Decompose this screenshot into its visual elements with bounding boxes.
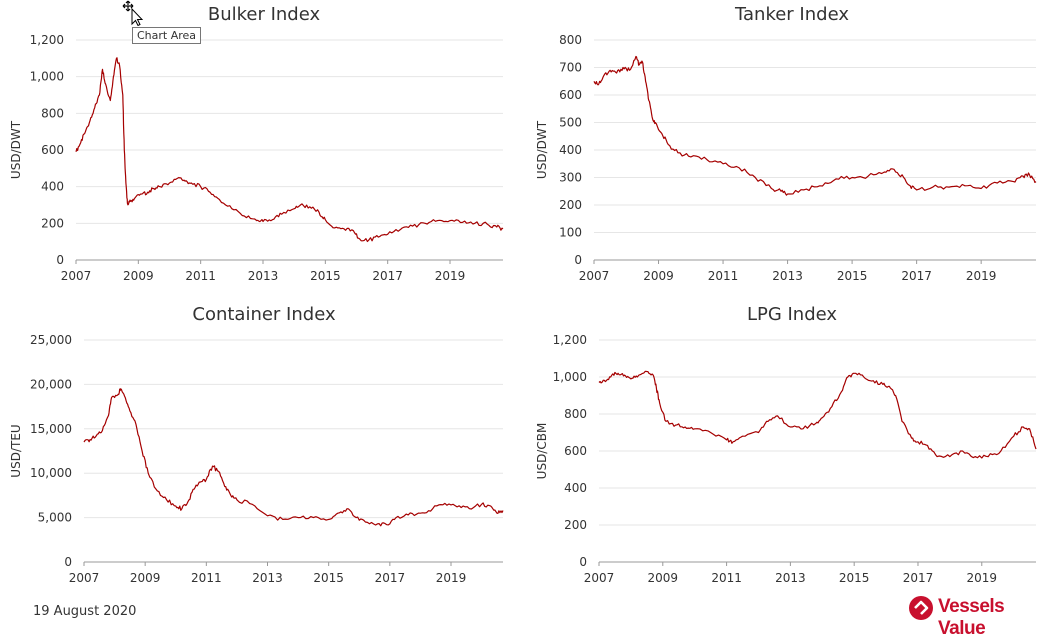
chart-title: Container Index [192, 304, 336, 325]
series-line [598, 370, 1037, 459]
y-tick-label: 10,000 [30, 466, 72, 480]
series-line [75, 57, 504, 243]
series-line [593, 55, 1037, 196]
x-tick-label: 2015 [839, 571, 870, 585]
logo-text: Vessels Value [938, 596, 1005, 639]
x-tick-label: 2017 [372, 269, 403, 283]
y-tick-label: 1,000 [30, 70, 64, 84]
y-tick-label: 800 [559, 33, 582, 47]
x-tick-label: 2013 [772, 269, 803, 283]
y-tick-label: 0 [56, 253, 64, 267]
x-tick-label: 2017 [375, 571, 406, 585]
y-tick-label: 15,000 [30, 422, 72, 436]
y-tick-label: 200 [41, 216, 64, 230]
y-tick-label: 600 [564, 444, 587, 458]
x-tick-label: 2011 [711, 571, 742, 585]
move-cursor-icon [122, 0, 144, 26]
x-tick-label: 2013 [775, 571, 806, 585]
y-tick-label: 400 [41, 180, 64, 194]
y-tick-label: 1,200 [30, 33, 64, 47]
y-tick-label: 5,000 [38, 511, 72, 525]
x-tick-label: 2007 [61, 269, 92, 283]
x-tick-label: 2019 [967, 571, 998, 585]
series-line [83, 388, 504, 527]
y-tick-label: 600 [41, 143, 64, 157]
x-tick-label: 2015 [313, 571, 344, 585]
x-tick-label: 2011 [185, 269, 216, 283]
y-tick-label: 800 [564, 407, 587, 421]
x-tick-label: 2013 [252, 571, 283, 585]
x-tick-label: 2009 [648, 571, 679, 585]
x-tick-label: 2007 [69, 571, 100, 585]
y-axis-label: USD/CBM [535, 423, 549, 480]
x-tick-label: 2019 [436, 571, 467, 585]
x-tick-label: 2009 [643, 269, 674, 283]
y-tick-label: 0 [64, 555, 72, 569]
y-tick-label: 20,000 [30, 377, 72, 391]
chart-title: LPG Index [747, 304, 837, 325]
y-tick-label: 200 [564, 518, 587, 532]
x-tick-label: 2013 [248, 269, 279, 283]
y-tick-label: 1,200 [553, 333, 587, 347]
chart-area-tooltip: Chart Area [132, 27, 202, 44]
y-axis-label: USD/DWT [535, 120, 549, 179]
x-tick-label: 2017 [901, 269, 932, 283]
chart-title: Tanker Index [734, 4, 849, 25]
x-tick-label: 2019 [966, 269, 997, 283]
y-axis-label: USD/DWT [9, 120, 23, 179]
y-tick-label: 600 [559, 88, 582, 102]
y-tick-label: 400 [564, 481, 587, 495]
y-tick-label: 400 [559, 143, 582, 157]
y-tick-label: 0 [579, 555, 587, 569]
x-tick-label: 2007 [584, 571, 615, 585]
y-tick-label: 0 [574, 253, 582, 267]
y-tick-label: 25,000 [30, 333, 72, 347]
vessels-value-logo: Vessels Value [908, 594, 1056, 639]
y-tick-label: 500 [559, 116, 582, 130]
x-tick-label: 2015 [837, 269, 868, 283]
y-tick-label: 1,000 [553, 370, 587, 384]
y-tick-label: 100 [559, 226, 582, 240]
y-tick-label: 200 [559, 198, 582, 212]
x-tick-label: 2015 [310, 269, 341, 283]
y-tick-label: 700 [559, 61, 582, 75]
x-tick-label: 2011 [191, 571, 222, 585]
x-tick-label: 2007 [579, 269, 610, 283]
x-tick-label: 2011 [708, 269, 739, 283]
y-axis-label: USD/TEU [9, 424, 23, 477]
x-tick-label: 2009 [123, 269, 154, 283]
y-tick-label: 300 [559, 171, 582, 185]
chart-title: Bulker Index [208, 4, 321, 25]
logo-mark-icon [909, 596, 933, 620]
footer-date: 19 August 2020 [33, 604, 137, 619]
x-tick-label: 2009 [130, 571, 161, 585]
x-tick-label: 2019 [435, 269, 466, 283]
y-tick-label: 800 [41, 106, 64, 120]
x-tick-label: 2017 [903, 571, 934, 585]
